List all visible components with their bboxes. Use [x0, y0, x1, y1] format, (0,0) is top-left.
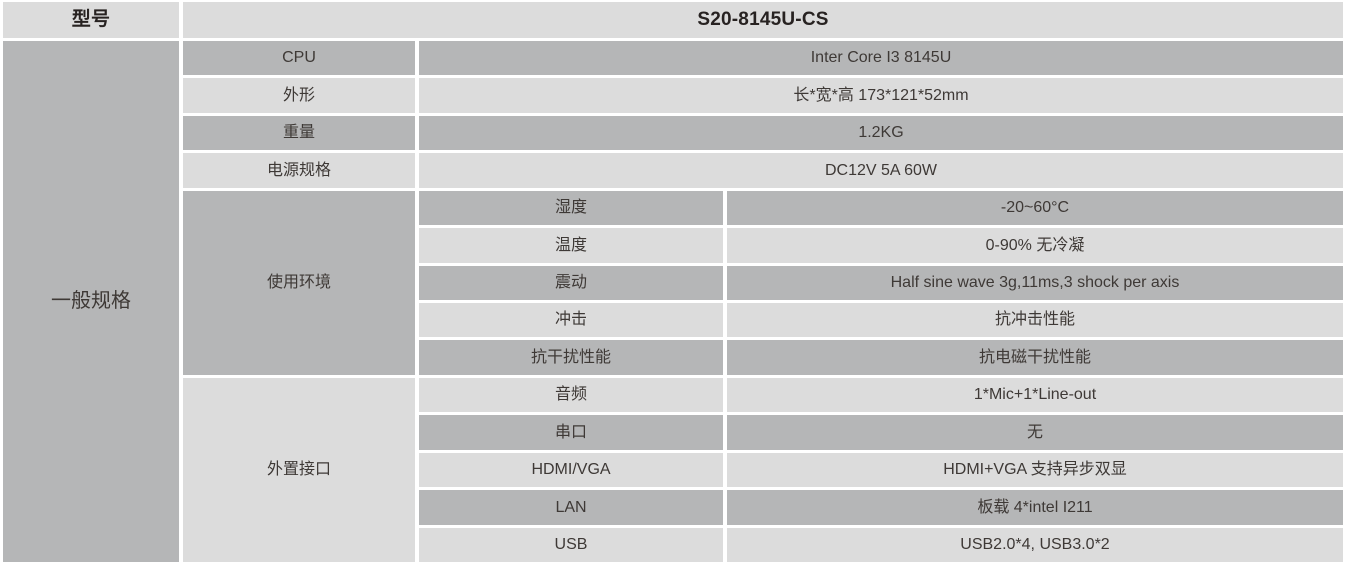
group-label-cell: 外置接口: [183, 377, 415, 562]
spec-sublabel-cell: 冲击: [419, 302, 723, 338]
spec-label-cell: 外形: [183, 78, 415, 113]
spec-sublabel-cell: 震动: [419, 265, 723, 300]
spec-sublabel-cell: 抗干扰性能: [419, 340, 723, 375]
spec-sublabel-cell: 音频: [419, 377, 723, 413]
group-label-cell: 使用环境: [183, 190, 415, 375]
spec-value-cell: 抗冲击性能: [727, 302, 1343, 338]
spec-value-cell: 长*宽*高 173*121*52mm: [419, 78, 1343, 113]
model-label-cell: 型号: [3, 2, 179, 38]
spec-value-cell: 无: [727, 415, 1343, 450]
spec-value-cell: 1.2KG: [419, 115, 1343, 151]
spec-value-cell: DC12V 5A 60W: [419, 153, 1343, 188]
spec-label-cell: CPU: [183, 41, 415, 76]
spec-value-cell: 板载 4*intel I211: [727, 490, 1343, 525]
spec-sublabel-cell: 温度: [419, 228, 723, 263]
spec-value-cell: -20~60°C: [727, 190, 1343, 226]
model-number-cell: S20-8145U-CS: [183, 2, 1343, 38]
spec-sublabel-cell: 串口: [419, 415, 723, 450]
spec-value-cell: 1*Mic+1*Line-out: [727, 377, 1343, 413]
spec-sublabel-cell: HDMI/VGA: [419, 452, 723, 488]
spec-label-cell: 电源规格: [183, 153, 415, 188]
spec-label-cell: 重量: [183, 115, 415, 151]
spec-sublabel-cell: LAN: [419, 490, 723, 525]
spec-value-cell: USB2.0*4, USB3.0*2: [727, 527, 1343, 562]
spec-value-cell: HDMI+VGA 支持异步双显: [727, 452, 1343, 488]
category-cell: 一般规格: [3, 41, 179, 562]
spec-value-cell: 抗电磁干扰性能: [727, 340, 1343, 375]
spec-value-cell: Inter Core I3 8145U: [419, 41, 1343, 76]
spec-value-cell: 0-90% 无冷凝: [727, 228, 1343, 263]
spec-sublabel-cell: USB: [419, 527, 723, 562]
spec-value-cell: Half sine wave 3g,11ms,3 shock per axis: [727, 265, 1343, 300]
spec-sublabel-cell: 湿度: [419, 190, 723, 226]
